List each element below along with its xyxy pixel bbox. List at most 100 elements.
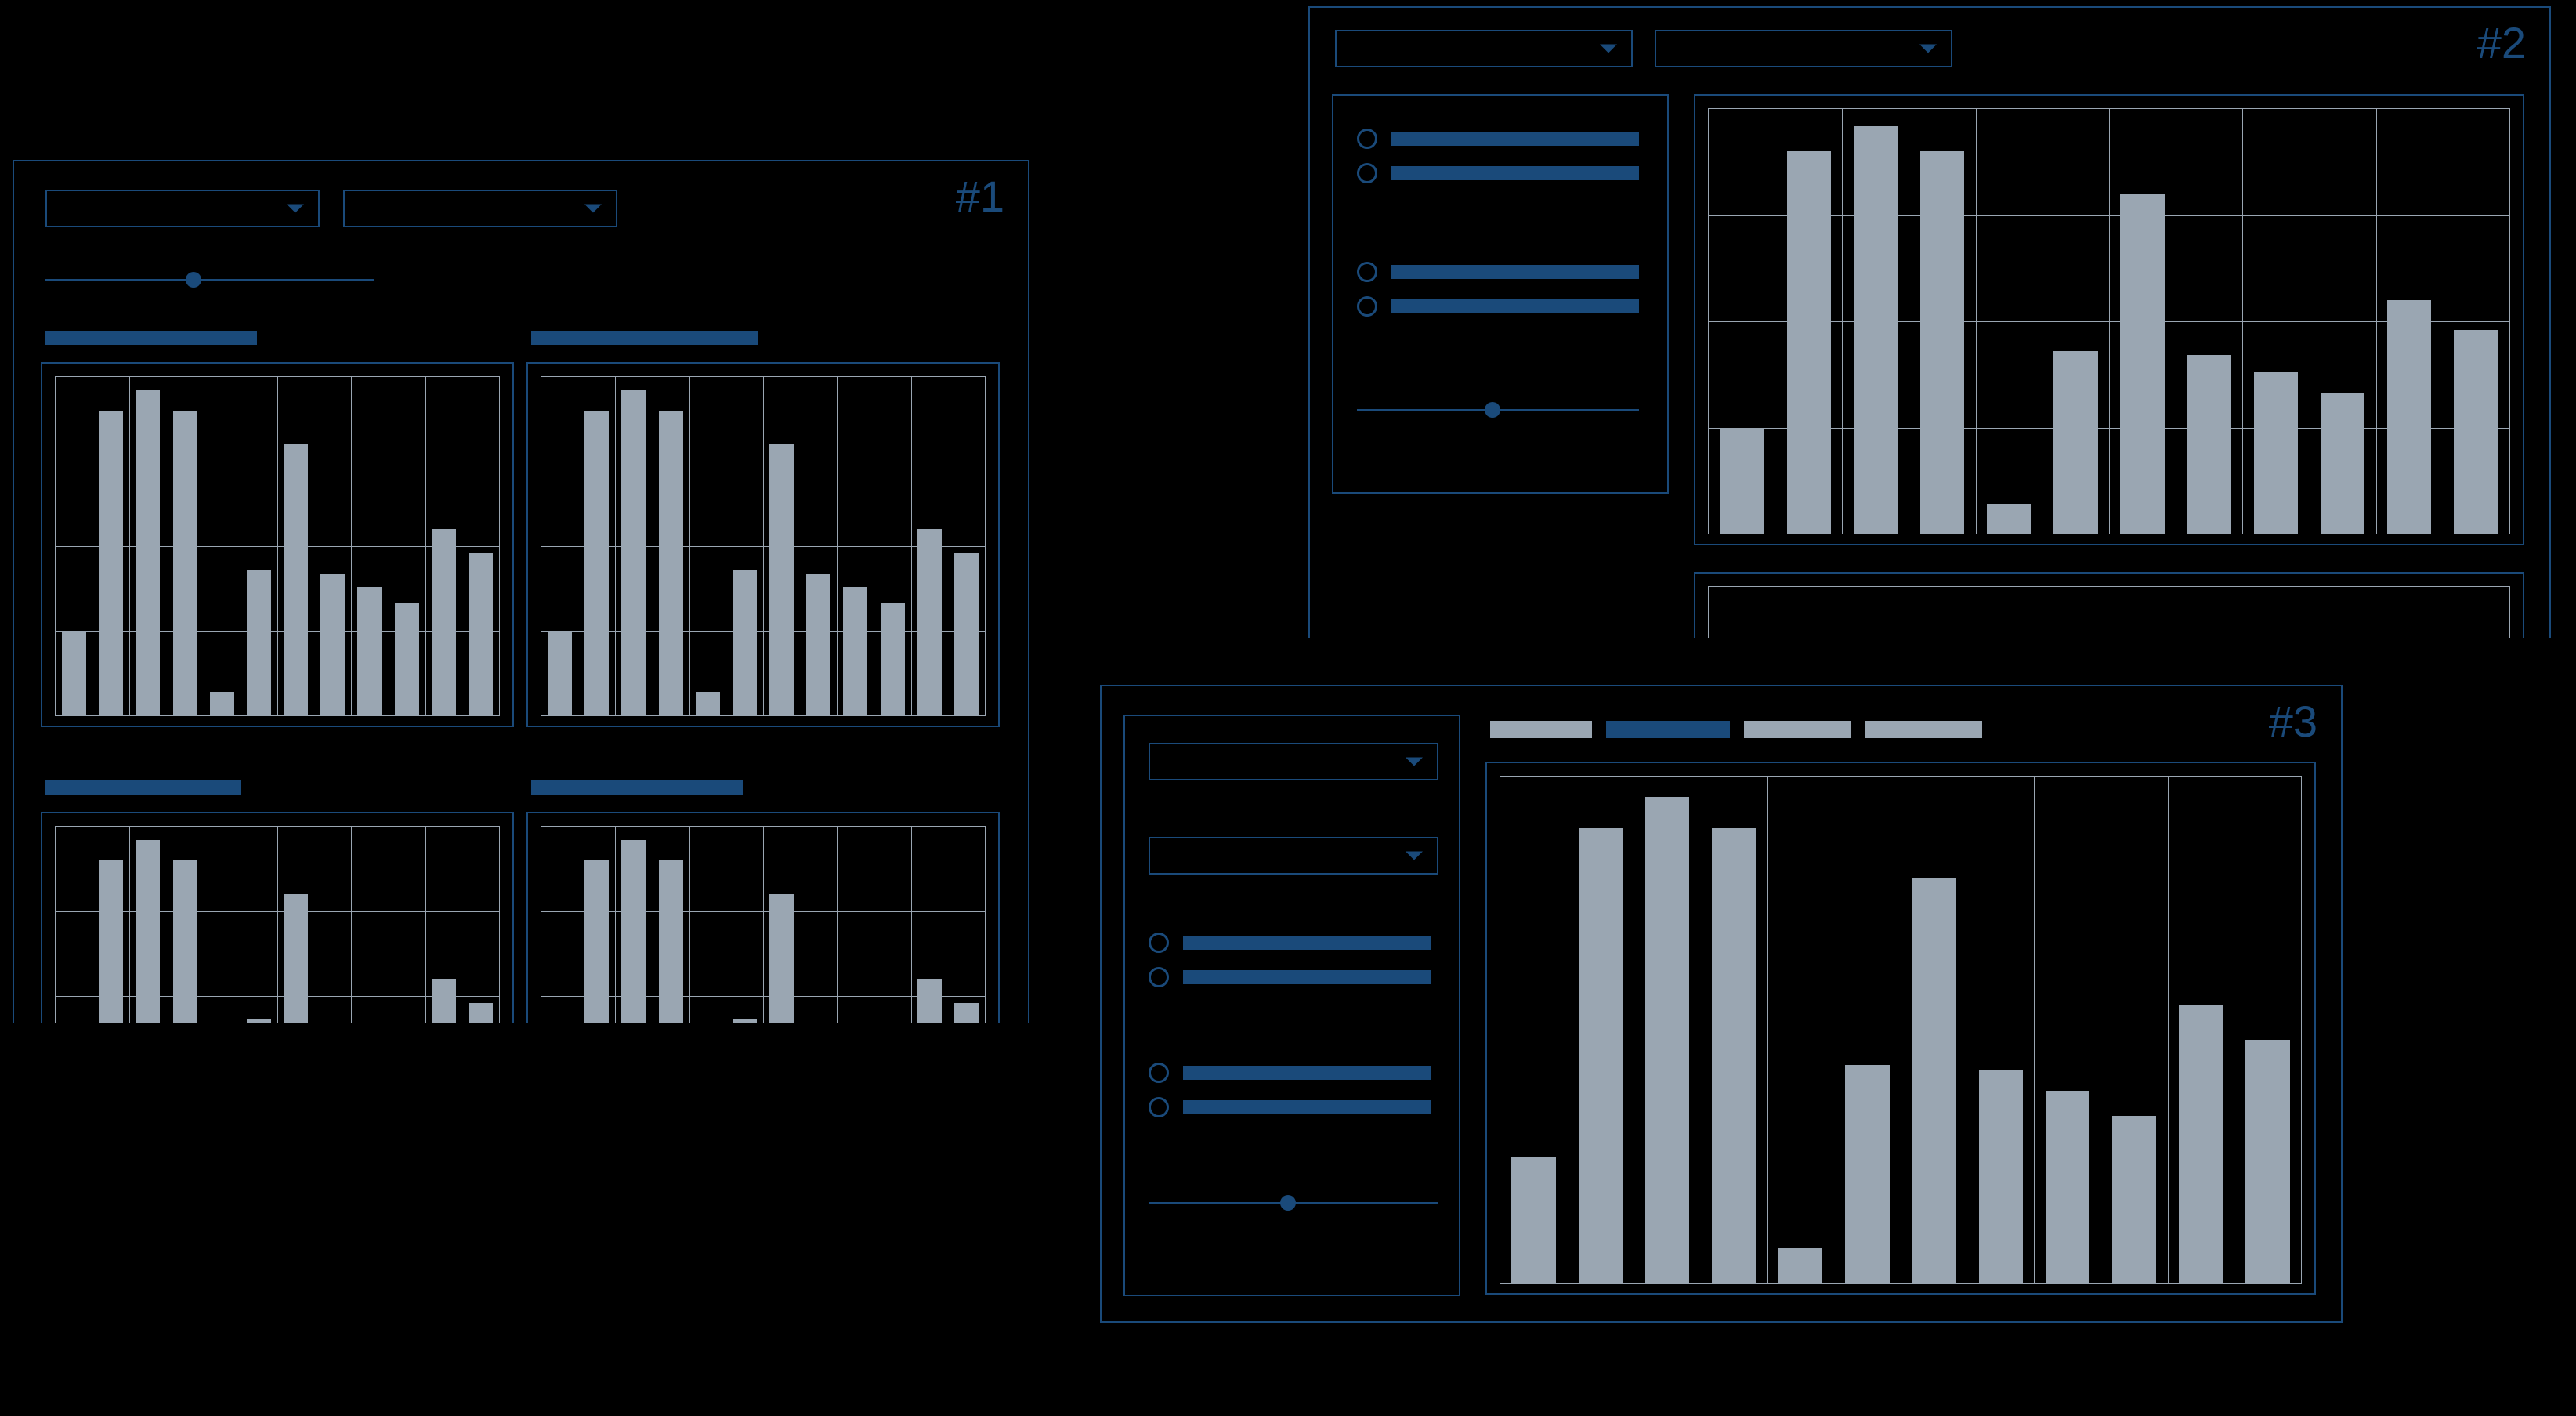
chart-bar xyxy=(2046,1091,2089,1283)
grid-line xyxy=(911,377,912,715)
grid-line xyxy=(351,827,352,1023)
panel1-chart-2-frame xyxy=(41,812,514,1023)
panel2-sidebar xyxy=(1332,94,1669,494)
chevron-down-icon xyxy=(1600,45,1617,53)
chevron-down-icon xyxy=(1919,45,1937,53)
panel2-radio-g0-0[interactable] xyxy=(1357,127,1639,150)
chart-bar xyxy=(917,979,942,1023)
panel1-chart-1-title xyxy=(531,331,758,345)
radio-label xyxy=(1183,1100,1431,1114)
radio-icon xyxy=(1149,967,1169,987)
chart-bar xyxy=(1720,428,1764,534)
chart-bar xyxy=(1854,126,1898,534)
chart-bar xyxy=(432,529,456,715)
radio-label xyxy=(1183,1066,1431,1080)
panel3-tab-1[interactable] xyxy=(1606,721,1730,738)
panel-3: #3 xyxy=(1100,685,2343,1323)
chart-bar xyxy=(210,692,234,715)
panel3-dropdown-0[interactable] xyxy=(1149,743,1438,780)
grid-line xyxy=(911,827,912,1023)
chevron-down-icon xyxy=(287,205,304,213)
panel3-tab-2[interactable] xyxy=(1744,721,1851,738)
panel3-tab-3[interactable] xyxy=(1865,721,1982,738)
chart-bar xyxy=(584,411,609,715)
chart-bar xyxy=(769,894,794,1023)
panel-3-label: #3 xyxy=(2269,696,2317,747)
chart-bar xyxy=(136,840,160,1023)
chart-bar xyxy=(2112,1116,2156,1283)
chart-bar xyxy=(2187,355,2231,534)
chevron-down-icon xyxy=(584,205,602,213)
panel1-slider-thumb[interactable] xyxy=(186,272,201,288)
panel2-radio-g1-1[interactable] xyxy=(1357,295,1639,318)
panel3-radio-g0-1[interactable] xyxy=(1149,965,1431,989)
chart-bar xyxy=(1979,1070,2023,1283)
panel1-chart-3-title xyxy=(531,780,743,795)
radio-label xyxy=(1391,166,1639,180)
chart-bar xyxy=(1579,828,1623,1283)
chart-bar xyxy=(733,570,757,715)
grid-line xyxy=(763,827,764,1023)
panel3-dropdown-1[interactable] xyxy=(1149,837,1438,875)
chart-bar xyxy=(2179,1005,2223,1283)
panel-2-label: #2 xyxy=(2477,17,2526,68)
chart-bar xyxy=(395,603,419,715)
panel3-slider-thumb[interactable] xyxy=(1280,1195,1296,1211)
chart-bar xyxy=(917,529,942,715)
panel3-chart-frame xyxy=(1485,762,2316,1295)
chart-bar xyxy=(284,444,308,715)
panel3-radio-g1-0[interactable] xyxy=(1149,1061,1431,1085)
panel1-chart-1-frame xyxy=(526,362,1000,727)
panel1-chart-0 xyxy=(55,376,500,716)
panel2-slider-thumb[interactable] xyxy=(1485,402,1500,418)
chart-bar xyxy=(806,574,830,715)
chart-bar xyxy=(320,574,345,715)
panel2-dropdown-0[interactable] xyxy=(1335,30,1633,67)
grid-line xyxy=(837,377,838,715)
chart-bar xyxy=(2245,1040,2289,1283)
panel2-radio-g0-1[interactable] xyxy=(1357,161,1639,185)
radio-icon xyxy=(1357,296,1377,317)
panel1-dropdown-0[interactable] xyxy=(45,190,320,227)
panel1-chart-1 xyxy=(541,376,986,716)
chart-bar xyxy=(173,860,197,1023)
chart-bar xyxy=(954,1003,979,1023)
chart-bar xyxy=(2254,372,2298,534)
grid-line xyxy=(1976,109,1977,534)
panel2-radio-g1-0[interactable] xyxy=(1357,260,1639,284)
panel2-chart-2 xyxy=(1708,586,2510,638)
panel1-chart-0-title xyxy=(45,331,257,345)
panel3-sidebar xyxy=(1123,715,1460,1296)
panel1-dropdown-1[interactable] xyxy=(343,190,617,227)
chart-bar xyxy=(2321,393,2364,534)
grid-line xyxy=(351,377,352,715)
grid-line xyxy=(129,377,130,715)
chart-bar xyxy=(1920,151,1964,534)
grid-line xyxy=(689,827,690,1023)
radio-label xyxy=(1391,132,1639,146)
panel2-chart-frame xyxy=(1694,94,2524,545)
panel2-chart-2-frame xyxy=(1694,572,2524,638)
chart-bar xyxy=(247,1019,271,1023)
panel3-radio-g1-1[interactable] xyxy=(1149,1095,1431,1119)
chart-bar xyxy=(696,692,720,715)
chart-bar xyxy=(1787,151,1831,534)
radio-label xyxy=(1391,265,1639,279)
panel3-radio-g0-0[interactable] xyxy=(1149,931,1431,954)
chart-bar xyxy=(469,553,493,715)
chart-bar xyxy=(284,894,308,1023)
chart-bar xyxy=(954,553,979,715)
panel3-tab-0[interactable] xyxy=(1490,721,1592,738)
grid-line xyxy=(615,377,616,715)
chart-bar xyxy=(2454,330,2498,534)
panel1-slider[interactable] xyxy=(45,279,374,281)
panel3-slider[interactable] xyxy=(1149,1202,1438,1204)
chart-bar xyxy=(99,860,123,1023)
panel2-dropdown-1[interactable] xyxy=(1655,30,1952,67)
panel2-slider[interactable] xyxy=(1357,409,1639,411)
radio-icon xyxy=(1357,262,1377,282)
chart-bar xyxy=(2387,300,2431,534)
grid-line xyxy=(837,827,838,1023)
chart-bar xyxy=(469,1003,493,1023)
grid-line xyxy=(615,827,616,1023)
